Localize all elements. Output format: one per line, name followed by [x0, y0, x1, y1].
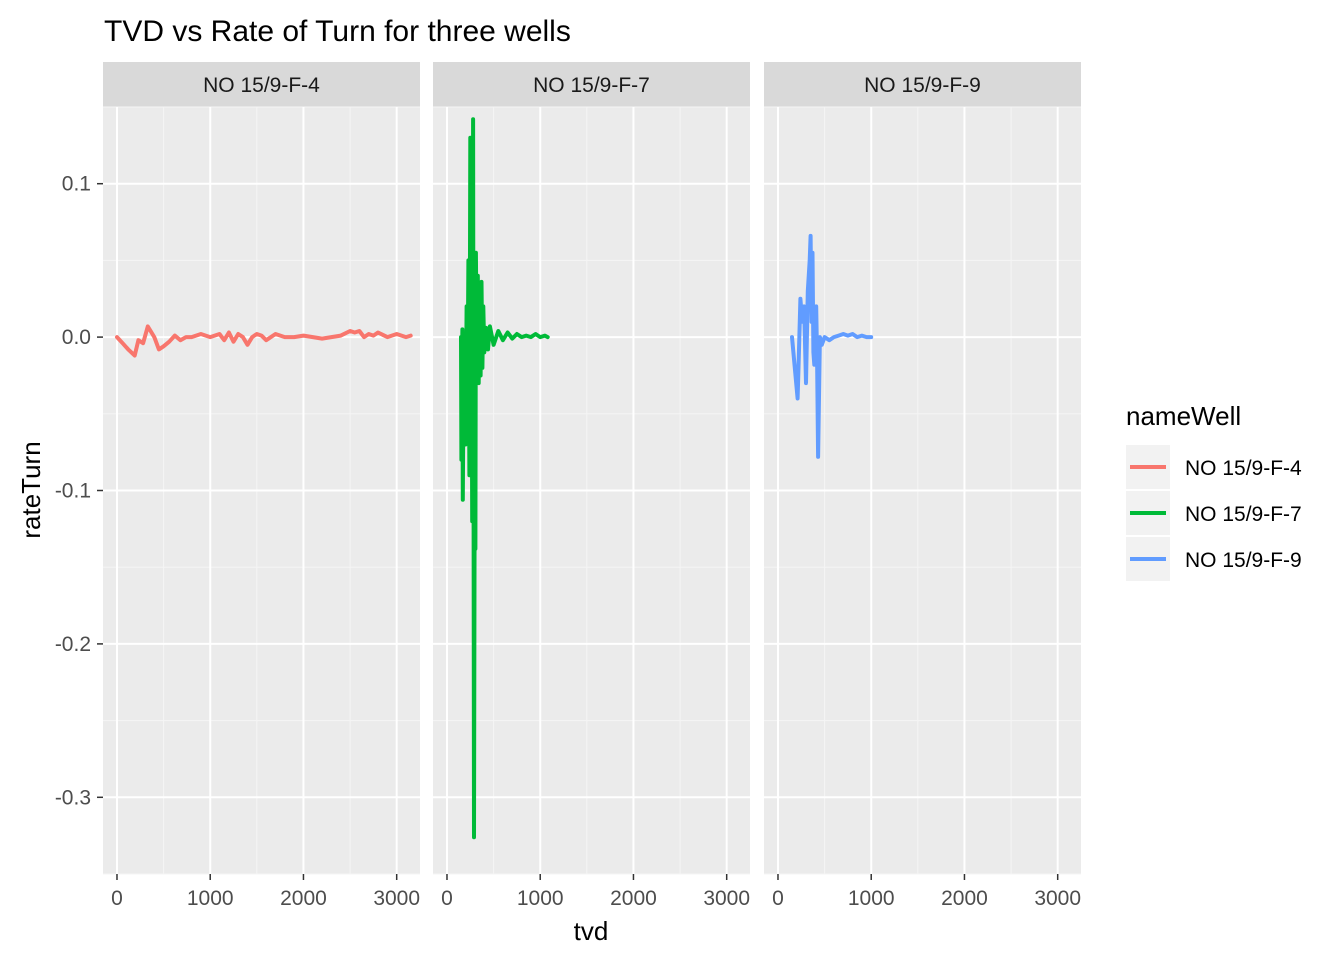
facet-strip	[433, 62, 750, 107]
x-axis-title: tvd	[574, 916, 609, 946]
x-tick-label: 1000	[848, 887, 895, 910]
y-tick-label: 0.0	[62, 326, 91, 349]
x-tick-label: 3000	[1034, 887, 1081, 910]
facet-strip	[764, 62, 1081, 107]
x-tick-label: 1000	[517, 887, 564, 910]
facet-panel: NO 15/9-F-4	[103, 62, 420, 875]
y-tick-label: -0.3	[55, 786, 91, 809]
y-tick-label: 0.1	[62, 173, 91, 196]
legend: nameWell NO 15/9-F-4 NO 15/9-F-7 NO 15/9-F…	[1126, 401, 1302, 581]
x-tick-label: 2000	[280, 887, 327, 910]
legend-label: NO 15/9-F-4	[1185, 457, 1302, 480]
x-tick-label: 3000	[373, 887, 420, 910]
facet-panels: NO 15/9-F-4 NO 15/9-F-7 NO 15/9-F-9	[103, 62, 1081, 875]
facet-panel: NO 15/9-F-7	[433, 62, 750, 875]
facet-strip	[103, 62, 420, 107]
x-tick-label: 3000	[703, 887, 750, 910]
y-tick-label: -0.1	[55, 480, 91, 503]
legend-title: nameWell	[1126, 401, 1241, 431]
y-tick-label: -0.2	[55, 633, 91, 656]
y-axis-title: rateTurn	[16, 441, 46, 538]
series-line	[115, 324, 413, 358]
x-axis: 0 1000 2000 3000 0 1000 2000 3000 0 1000 2000 3000	[111, 874, 1081, 910]
y-axis: 0.1 0.0 -0.1 -0.2 -0.3	[55, 173, 103, 809]
facet-panel: NO 15/9-F-9	[764, 62, 1081, 875]
x-tick-label: 2000	[610, 887, 657, 910]
x-tick-label: 0	[772, 887, 784, 910]
series-line	[790, 233, 874, 459]
facet-strip-label: NO 15/9-F-7	[533, 74, 650, 97]
x-tick-label: 0	[111, 887, 123, 910]
x-tick-label: 0	[441, 887, 453, 910]
x-tick-label: 1000	[187, 887, 234, 910]
legend-label: NO 15/9-F-9	[1185, 549, 1302, 572]
legend-label: NO 15/9-F-7	[1185, 503, 1302, 526]
facet-strip-label: NO 15/9-F-9	[864, 74, 981, 97]
series-line	[459, 117, 550, 840]
x-tick-label: 2000	[941, 887, 988, 910]
facet-strip-label: NO 15/9-F-4	[203, 74, 320, 97]
chart-title: TVD vs Rate of Turn for three wells	[104, 15, 571, 48]
